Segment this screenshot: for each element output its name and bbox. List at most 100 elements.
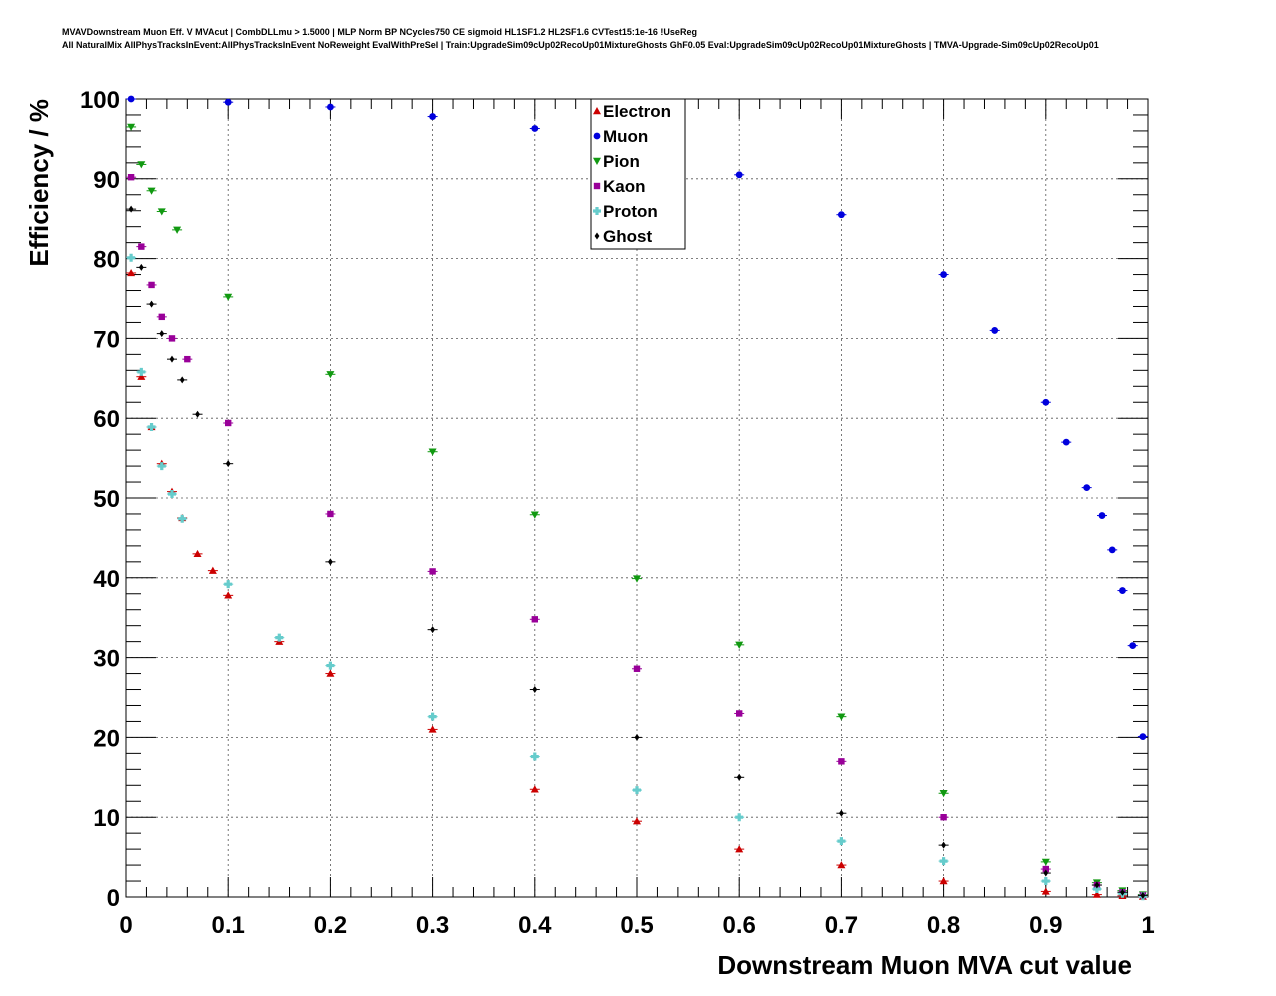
proton-point (167, 490, 176, 499)
chart-header-line-2: All NaturalMix AllPhysTracksInEvent:AllP… (62, 40, 1099, 50)
legend-label-proton: Proton (603, 202, 658, 221)
ghost-point (149, 300, 154, 308)
electron-point (837, 861, 846, 869)
chart-header-line-1: MVAVDownstream Muon Eff. V MVAcut | Comb… (62, 27, 697, 37)
ghost-point (941, 841, 946, 849)
legend-marker-ghost (594, 232, 600, 240)
kaon-point (327, 510, 334, 518)
y-tick-label: 60 (93, 406, 120, 433)
ghost-point (634, 733, 640, 741)
kaon-point (531, 616, 538, 623)
electron-point (224, 591, 233, 599)
electron-point (127, 268, 136, 277)
muon-point (1098, 512, 1106, 519)
muon-point (940, 271, 947, 278)
ghost-point (1043, 869, 1049, 877)
muon-point (838, 211, 845, 219)
muon-point (127, 95, 135, 103)
ghost-point (169, 355, 175, 363)
pion-point (147, 187, 156, 195)
pion-point (939, 790, 948, 798)
kaon-point (838, 758, 845, 765)
x-tick-label: 1 (1141, 912, 1154, 939)
kaon-point (940, 814, 947, 821)
kaon-point (148, 281, 155, 289)
kaon-point (225, 419, 232, 427)
ghost-point (179, 376, 185, 384)
electron-point (137, 372, 146, 380)
electron-point (193, 549, 202, 558)
proton-point (633, 786, 642, 795)
legend-marker-kaon (593, 182, 601, 190)
pion-point (837, 713, 846, 721)
electron-point (633, 817, 641, 825)
pion-point (633, 575, 641, 583)
kaon-point (1042, 865, 1049, 873)
proton-point (735, 813, 744, 822)
ghost-point (1094, 881, 1100, 889)
kaon-point (127, 174, 135, 181)
kaon-point (184, 355, 191, 363)
proton-point (275, 633, 284, 642)
ghost-point (225, 460, 231, 468)
legend-box (590, 98, 686, 250)
electron-point (1092, 890, 1101, 898)
ghost-point (1120, 888, 1125, 896)
legend-label-ghost: Ghost (603, 227, 652, 246)
legend: Electron Muon Pion Kaon Proton Ghost (590, 98, 686, 250)
y-tick-label: 0 (107, 885, 120, 912)
electron-point (939, 877, 948, 885)
kaon-point (429, 568, 436, 575)
muon-point (735, 171, 743, 179)
pion-point (735, 641, 744, 649)
electron-point (326, 669, 335, 677)
pion-point (157, 208, 166, 216)
legend-marker-electron (593, 107, 601, 115)
proton-point (224, 580, 233, 589)
kaon-point (168, 335, 176, 342)
muon-point (429, 113, 436, 120)
pion-point (224, 293, 233, 301)
proton-point (837, 837, 846, 846)
muon-point (1083, 484, 1091, 492)
electron-point (735, 845, 744, 853)
electron-point (530, 785, 539, 793)
x-tick-label: 0.2 (314, 912, 347, 939)
x-tick-label: 0.6 (723, 912, 756, 939)
legend-marker-pion (593, 157, 601, 165)
x-tick-label: 0.5 (620, 912, 653, 939)
y-tick-label: 100 (80, 87, 120, 114)
y-tick-label: 40 (93, 566, 120, 593)
data-layer (126, 95, 1148, 901)
kaon-point (138, 243, 145, 250)
pion-point (428, 448, 437, 456)
muon-point (1129, 642, 1137, 650)
x-tick-label: 0.3 (416, 912, 449, 939)
pion-point (530, 511, 539, 519)
proton-point (137, 367, 146, 376)
kaon-point (158, 313, 165, 321)
ghost-point (736, 773, 742, 781)
ghost-point (328, 558, 333, 566)
ghost-point (839, 809, 844, 817)
pion-point (1041, 858, 1050, 866)
pion-point (173, 226, 182, 234)
y-tick-label: 50 (93, 486, 120, 513)
proton-point (1041, 877, 1050, 886)
x-tick-label: 0 (119, 912, 132, 939)
legend-label-pion: Pion (603, 152, 640, 171)
pion-point (127, 123, 136, 131)
y-tick-label: 10 (93, 805, 120, 832)
x-axis-title: Downstream Muon MVA cut value (717, 950, 1132, 980)
y-tick-label: 90 (93, 167, 120, 194)
muon-point (224, 98, 232, 106)
legend-marker-proton (593, 207, 602, 215)
tick-layer: 0 0.1 0.2 0.3 0.4 0.5 0.6 0.7 0.8 0.9 101020304050… (80, 87, 1155, 939)
proton-point (1092, 885, 1101, 894)
x-tick-label: 0.1 (212, 912, 245, 939)
ghost-point (128, 205, 134, 213)
muon-point (1042, 398, 1050, 406)
y-tick-label: 80 (93, 247, 120, 274)
x-tick-label: 0.8 (927, 912, 960, 939)
proton-point (326, 661, 335, 670)
